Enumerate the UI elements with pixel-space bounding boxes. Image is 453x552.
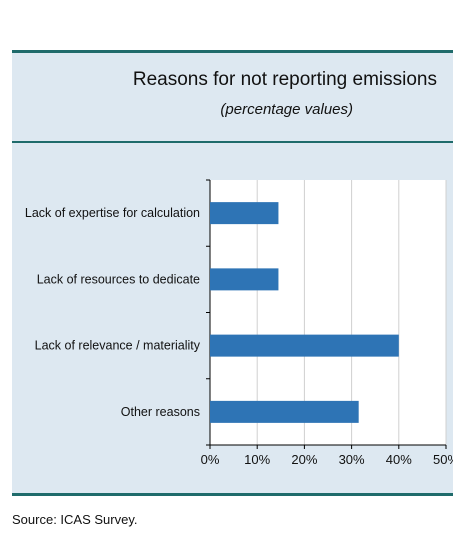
x-tick-label: 30% xyxy=(339,452,365,467)
bar xyxy=(210,334,399,357)
chart-header-panel: Reasons for not reporting emissions (per… xyxy=(12,53,453,141)
chart-subtitle: (percentage values) xyxy=(220,101,353,118)
x-tick-label: 20% xyxy=(291,452,317,467)
x-tick-label: 40% xyxy=(386,452,412,467)
bar xyxy=(210,268,279,291)
x-tick-label: 10% xyxy=(244,452,270,467)
x-tick-label: 0% xyxy=(201,452,220,467)
category-label: Lack of expertise for calculation xyxy=(25,206,200,220)
bar xyxy=(210,400,359,423)
category-label: Lack of relevance / materiality xyxy=(35,339,201,353)
chart-title: Reasons for not reporting emissions xyxy=(132,69,437,90)
top-rule xyxy=(12,50,453,53)
bar xyxy=(210,202,279,225)
category-label: Lack of resources to dedicate xyxy=(37,272,200,286)
x-tick-label: 50% xyxy=(433,452,453,467)
header-divider xyxy=(12,141,453,143)
spacer-band xyxy=(12,143,453,173)
plot-area xyxy=(210,180,446,445)
category-label: Other reasons xyxy=(121,405,200,419)
source-note: Source: ICAS Survey. xyxy=(12,512,138,527)
bottom-rule xyxy=(12,493,453,496)
